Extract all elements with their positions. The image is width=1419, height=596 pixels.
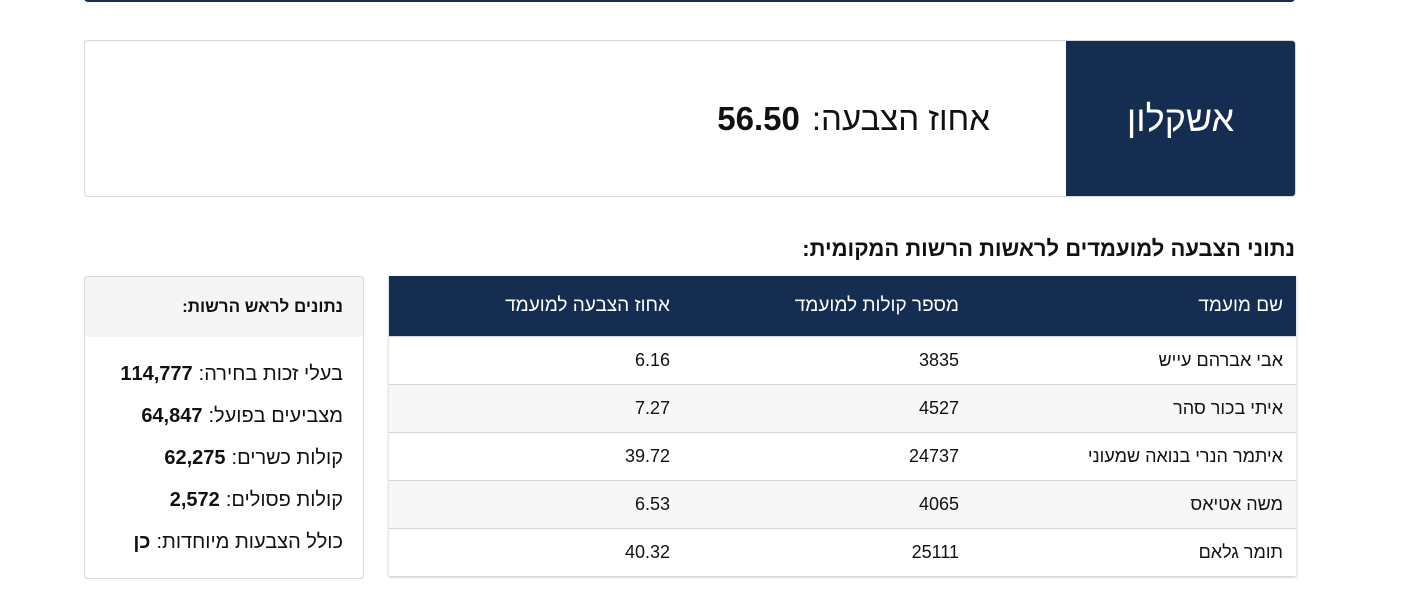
table-header-row: שם מועמד מספר קולות למועמד אחוז הצבעה למ… bbox=[389, 276, 1296, 337]
table-row: משה אטיאס 4065 6.53 bbox=[389, 480, 1296, 529]
candidates-table: שם מועמד מספר קולות למועמד אחוז הצבעה למ… bbox=[389, 276, 1296, 576]
turnout-value: 56.50 bbox=[717, 99, 800, 137]
city-name: אשקלון bbox=[1066, 41, 1295, 196]
stats-card-title: נתונים לראש הרשות: bbox=[85, 277, 363, 337]
table-row: איתמר הנרי בנואה שמעוני 24737 39.72 bbox=[389, 432, 1296, 481]
stat-item: קולות כשרים:62,275 bbox=[85, 437, 343, 479]
column-header-votes: מספר קולות למועמד bbox=[683, 276, 972, 337]
stat-item: בעלי זכות בחירה:114,777 bbox=[85, 353, 343, 395]
table-row: תומר גלאם 25111 40.32 bbox=[389, 528, 1296, 576]
candidate-percent: 39.72 bbox=[389, 432, 683, 481]
candidate-votes: 3835 bbox=[683, 336, 972, 385]
candidate-percent: 6.53 bbox=[389, 480, 683, 529]
candidate-votes: 4527 bbox=[683, 384, 972, 433]
candidate-percent: 40.32 bbox=[389, 528, 683, 576]
candidate-votes: 25111 bbox=[683, 528, 972, 576]
stat-value: 62,275 bbox=[164, 447, 226, 469]
stat-item: כולל הצבעות מיוחדות:כן bbox=[85, 521, 343, 563]
candidate-percent: 6.16 bbox=[389, 336, 683, 385]
city-header-card: אשקלון אחוז הצבעה: 56.50 bbox=[84, 40, 1296, 197]
table-row: אבי אברהם עייש 3835 6.16 bbox=[389, 336, 1296, 385]
turnout: אחוז הצבעה: 56.50 bbox=[717, 41, 990, 196]
column-header-name: שם מועמד bbox=[972, 276, 1296, 337]
stat-label: כולל הצבעות מיוחדות: bbox=[156, 531, 343, 553]
stat-value: 64,847 bbox=[141, 405, 203, 427]
stat-value: 2,572 bbox=[169, 489, 220, 511]
stat-label: קולות כשרים: bbox=[231, 447, 343, 469]
turnout-label: אחוז הצבעה: bbox=[811, 99, 990, 137]
candidate-name: אבי אברהם עייש bbox=[972, 336, 1296, 385]
candidate-name: איתמר הנרי בנואה שמעוני bbox=[972, 432, 1296, 481]
stat-item: מצביעים בפועל:64,847 bbox=[85, 395, 343, 437]
stat-label: בעלי זכות בחירה: bbox=[198, 363, 343, 385]
stat-label: מצביעים בפועל: bbox=[208, 405, 343, 427]
table-row: איתי בכור סהר 4527 7.27 bbox=[389, 384, 1296, 433]
stat-value: 114,777 bbox=[120, 363, 193, 385]
candidate-name: תומר גלאם bbox=[972, 528, 1296, 576]
stat-label: קולות פסולים: bbox=[225, 489, 343, 511]
top-bar bbox=[84, 0, 1295, 2]
authority-head-stats-card: נתונים לראש הרשות: בעלי זכות בחירה:114,7… bbox=[84, 276, 364, 579]
section-title: נתוני הצבעה למועמדים לראשות הרשות המקומי… bbox=[802, 236, 1295, 261]
candidate-votes: 24737 bbox=[683, 432, 972, 481]
stat-item: קולות פסולים:2,572 bbox=[85, 479, 343, 521]
candidate-votes: 4065 bbox=[683, 480, 972, 529]
candidate-name: איתי בכור סהר bbox=[972, 384, 1296, 433]
candidate-percent: 7.27 bbox=[389, 384, 683, 433]
candidate-name: משה אטיאס bbox=[972, 480, 1296, 529]
column-header-percent: אחוז הצבעה למועמד bbox=[389, 276, 683, 337]
stat-value: כן bbox=[133, 531, 151, 553]
